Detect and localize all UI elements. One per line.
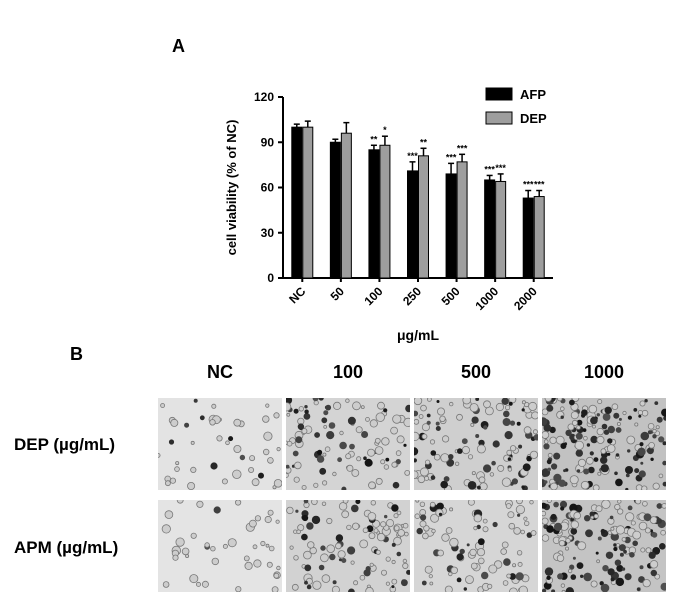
- bar-dep-NC: [302, 126, 314, 279]
- y-axis-label: cell viability (% of NC): [224, 120, 239, 256]
- significance-label: *: [383, 125, 387, 135]
- legend-label-afp: AFP: [520, 87, 546, 102]
- chart-bars: [291, 120, 545, 279]
- x-tick-label: 250: [400, 284, 424, 308]
- significance-label: ***: [523, 180, 534, 190]
- micrograph-dep-1000: [542, 398, 666, 490]
- bar-afp-50: [329, 141, 341, 279]
- micrograph-texture: [542, 500, 666, 592]
- y-tick-label: 60: [261, 181, 275, 195]
- column-header-1000: 1000: [583, 362, 625, 382]
- micrograph-texture: [542, 398, 666, 490]
- bar-afp-1000: [484, 179, 496, 279]
- x-tick-label: 50: [328, 284, 348, 304]
- micrograph-texture: [286, 500, 410, 592]
- bar-afp-500: [445, 173, 457, 279]
- micrograph-dep-500: [414, 398, 538, 490]
- x-tick-label: NC: [286, 284, 308, 306]
- micrograph-apm-1000: [542, 500, 666, 592]
- micrograph-dep-100: [286, 398, 410, 490]
- y-tick-label: 30: [261, 226, 275, 240]
- bar-dep-100: [379, 144, 391, 279]
- micrograph-texture: [286, 398, 410, 490]
- bar-afp-250: [407, 170, 418, 279]
- x-tick-label: 1000: [472, 284, 501, 313]
- x-axis-label: μg/mL: [397, 327, 439, 343]
- bar-afp-2000: [522, 197, 534, 279]
- row-label-dep: DEP (µg/mL): [14, 435, 116, 454]
- significance-label: ***: [495, 163, 506, 173]
- micrograph-texture: [414, 398, 538, 490]
- significance-label: ***: [457, 143, 468, 153]
- chart-legend: AFP DEP: [485, 87, 547, 126]
- significance-label: ***: [534, 180, 545, 190]
- micrograph-texture: [414, 500, 538, 592]
- significance-label: **: [420, 137, 428, 147]
- significance-label: ***: [407, 151, 418, 161]
- column-header-nc: NC: [207, 362, 233, 382]
- legend-swatch-afp: [485, 87, 513, 101]
- bar-dep-2000: [533, 196, 545, 279]
- y-tick-label: 90: [261, 135, 275, 149]
- bar-dep-250: [418, 155, 429, 279]
- micrograph-apm-nc: [158, 500, 282, 592]
- micrograph-texture: [158, 398, 282, 490]
- column-header-100: 100: [332, 362, 364, 382]
- panel-a-label: A: [172, 36, 185, 56]
- significance-label: ***: [446, 152, 457, 162]
- micrograph-dep-nc: [158, 398, 282, 490]
- micrograph-apm-500: [414, 500, 538, 592]
- panel-b-label: B: [70, 344, 83, 364]
- y-tick-label: 0: [267, 271, 274, 285]
- bar-dep-500: [456, 161, 468, 279]
- micrograph-apm-100: [286, 500, 410, 592]
- bar-dep-1000: [495, 180, 507, 279]
- x-tick-label: 100: [361, 284, 385, 308]
- significance-label: **: [370, 134, 378, 144]
- legend-label-dep: DEP: [520, 111, 547, 126]
- legend-swatch-dep: [485, 111, 513, 125]
- y-tick-label: 120: [254, 90, 274, 104]
- micrograph-texture: [158, 500, 282, 592]
- x-tick-label: 2000: [511, 284, 540, 313]
- bar-afp-100: [368, 149, 380, 279]
- column-header-500: 500: [460, 362, 492, 382]
- x-tick-label: 500: [439, 284, 463, 308]
- significance-label: ***: [484, 164, 495, 174]
- bar-afp-NC: [291, 126, 303, 279]
- bar-dep-50: [340, 132, 352, 279]
- row-label-apm: APM (µg/mL): [14, 538, 119, 557]
